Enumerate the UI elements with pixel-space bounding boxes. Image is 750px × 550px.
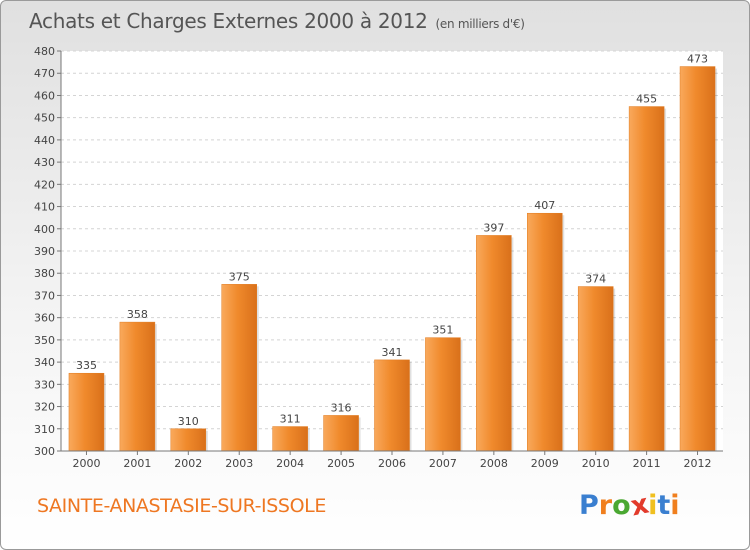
x-tick-label: 2012 <box>684 457 712 470</box>
y-tick-label: 420 <box>34 178 55 191</box>
bar <box>679 66 716 452</box>
x-tick-label: 2000 <box>72 457 100 470</box>
x-tick-label: 2008 <box>480 457 508 470</box>
y-tick-label: 380 <box>34 267 55 280</box>
y-tick-label: 430 <box>34 156 55 169</box>
x-tick-label: 2009 <box>531 457 559 470</box>
x-tick-label: 2005 <box>327 457 355 470</box>
data-label: 375 <box>229 270 250 283</box>
y-tick-label: 340 <box>34 356 55 369</box>
axes: 300 310 320 330 340 350 360 370 380 390 400 410 420 4… <box>34 45 723 470</box>
y-tick-label: 310 <box>34 423 55 436</box>
bar <box>577 286 614 452</box>
bar <box>425 337 461 452</box>
bar <box>527 212 563 452</box>
y-tick-label: 330 <box>34 378 55 391</box>
logo-letter: i <box>670 490 680 521</box>
chart-title: Achats et Charges Externes 2000 à 2012 (e… <box>29 9 525 33</box>
logo-letter: o <box>612 490 631 521</box>
data-label: 473 <box>687 53 708 66</box>
y-tick-label: 480 <box>34 45 55 58</box>
x-tick-label: 2002 <box>174 457 202 470</box>
bars: 335 358 310 375 311 316 341 351 397 407 374 455 473 <box>68 53 718 452</box>
x-tick-label: 2007 <box>429 457 457 470</box>
y-tick-label: 400 <box>34 223 55 236</box>
data-label: 341 <box>382 346 403 359</box>
bar <box>323 415 359 452</box>
x-tick-label: 2006 <box>378 457 406 470</box>
data-label: 311 <box>280 413 301 426</box>
x-tick-label: 2010 <box>582 457 610 470</box>
data-label: 374 <box>585 273 606 286</box>
x-tick-label: 2001 <box>123 457 151 470</box>
bar <box>119 321 156 452</box>
bar <box>272 426 308 452</box>
y-tick-label: 370 <box>34 289 55 302</box>
chart-subtitle: (en milliers d'€) <box>435 17 525 31</box>
y-tick-label: 390 <box>34 245 55 258</box>
y-tick-label: 450 <box>34 112 55 125</box>
x-tick-label: 2003 <box>225 457 253 470</box>
data-label: 358 <box>127 308 148 321</box>
y-tick-label: 470 <box>34 67 55 80</box>
data-label: 316 <box>331 401 352 414</box>
y-tick-label: 410 <box>34 201 55 214</box>
chart-title-text: Achats et Charges Externes 2000 à 2012 <box>29 9 428 33</box>
proxiti-logo: Proxiti <box>579 489 680 523</box>
bar <box>628 106 665 452</box>
y-tick-label: 320 <box>34 401 55 414</box>
x-tick-label: 2011 <box>633 457 661 470</box>
logo-letter: r <box>598 490 613 521</box>
data-label: 351 <box>432 324 453 337</box>
bar <box>170 428 207 452</box>
data-label: 397 <box>483 221 504 234</box>
bar <box>68 372 105 452</box>
y-tick-label: 350 <box>34 334 55 347</box>
data-label: 455 <box>636 93 657 106</box>
commune-name: SAINTE-ANASTASIE-SUR-ISSOLE <box>37 495 326 517</box>
y-tick-label: 360 <box>34 312 55 325</box>
y-tick-label: 300 <box>34 445 55 458</box>
bar <box>221 284 257 452</box>
logo-letter: t <box>657 490 671 521</box>
y-tick-label: 440 <box>34 134 55 147</box>
logo-letter: P <box>579 490 599 521</box>
bar <box>374 359 410 452</box>
bar <box>476 235 512 452</box>
x-tick-label: 2004 <box>276 457 304 470</box>
logo-letter: i <box>648 490 658 521</box>
data-label: 310 <box>178 415 199 428</box>
data-label: 407 <box>534 199 555 212</box>
data-label: 335 <box>76 359 97 372</box>
y-tick-label: 460 <box>34 89 55 102</box>
